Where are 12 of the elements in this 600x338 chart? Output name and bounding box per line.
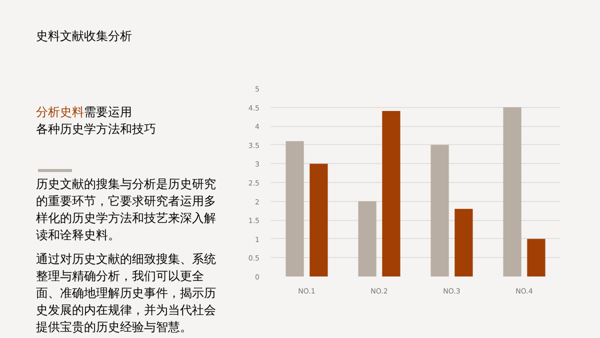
text: 分析史料需要运用各种历史学方法和技巧 [36,104,156,138]
text: 历史文献的搜集与分析是历史研究的重要环节，它要求研究者运用多样化的历史学方法和技艺来深入解读和诠释史料。 [36,176,217,244]
bar [382,111,400,276]
bar [527,238,546,276]
bar [286,141,304,276]
text: 通过对历史文献的细致搜集、系统整理与精确分析，我们可以更全面、准确地理解历史事件，揭示历史发展的内在规律，并为当代社会提供宝贵的历史经验与智慧。 [36,250,217,336]
text: 史料文献收集分析 [36,28,132,45]
bar [503,107,522,276]
bar [454,208,473,276]
bar [358,201,376,276]
bar [430,144,449,276]
bar [310,164,328,276]
